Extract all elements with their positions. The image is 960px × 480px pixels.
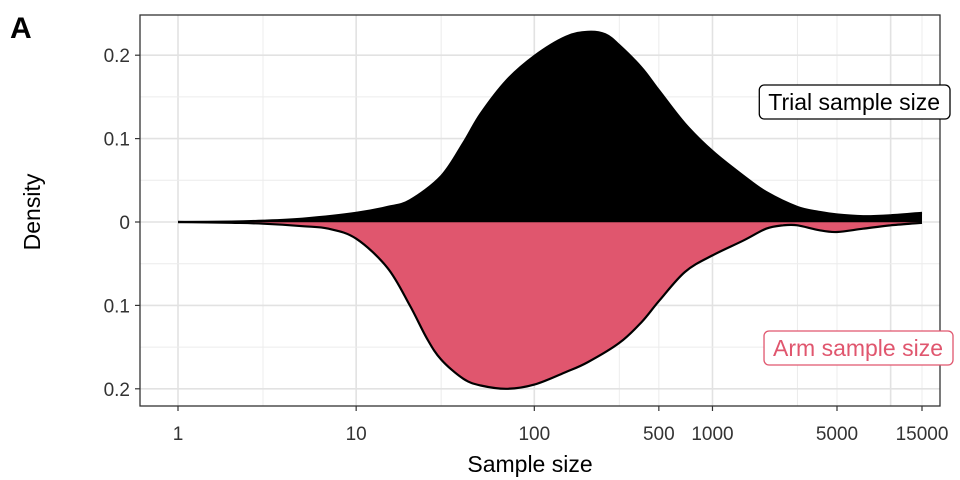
y-axis-title: Density bbox=[19, 173, 45, 250]
x-tick-label: 100 bbox=[518, 424, 550, 445]
series-label-text: Trial sample size bbox=[768, 89, 940, 115]
density-areas bbox=[177, 30, 923, 390]
x-tick-label: 1 bbox=[173, 424, 184, 445]
series-label-box bbox=[758, 84, 951, 120]
panel-letter: A bbox=[10, 12, 32, 45]
density-outline-trial bbox=[177, 30, 923, 224]
density-outline-arm bbox=[177, 220, 923, 390]
y-tick-label: 0 bbox=[119, 213, 130, 234]
y-tick-label: 0.2 bbox=[104, 46, 130, 67]
series-label-arm: Arm sample size bbox=[763, 330, 954, 366]
x-axis-title: Sample size bbox=[467, 451, 592, 477]
y-tick-label: 0.2 bbox=[104, 380, 130, 401]
x-tick-label: 5000 bbox=[816, 424, 858, 445]
series-label-box bbox=[763, 330, 954, 366]
series-labels: Trial sample size Arm sample size bbox=[758, 84, 954, 366]
plot-border bbox=[139, 14, 941, 407]
x-tick-label: 10 bbox=[346, 424, 367, 445]
series-label-trial: Trial sample size bbox=[758, 84, 951, 120]
x-tick-label: 15000 bbox=[896, 424, 949, 445]
y-axis-ticks: 0.2 0.1 0 0.1 0.2 bbox=[104, 46, 140, 401]
x-tick-label: 500 bbox=[643, 424, 675, 445]
x-axis-ticks: 1 10 100 500 1000 5000 15000 bbox=[173, 406, 949, 445]
series-label-text: Arm sample size bbox=[773, 335, 943, 361]
y-tick-label: 0.1 bbox=[104, 130, 130, 151]
x-tick-label: 1000 bbox=[691, 424, 733, 445]
density-area-arm bbox=[178, 222, 922, 389]
density-area-trial bbox=[178, 31, 922, 222]
y-tick-label: 0.1 bbox=[104, 296, 130, 317]
